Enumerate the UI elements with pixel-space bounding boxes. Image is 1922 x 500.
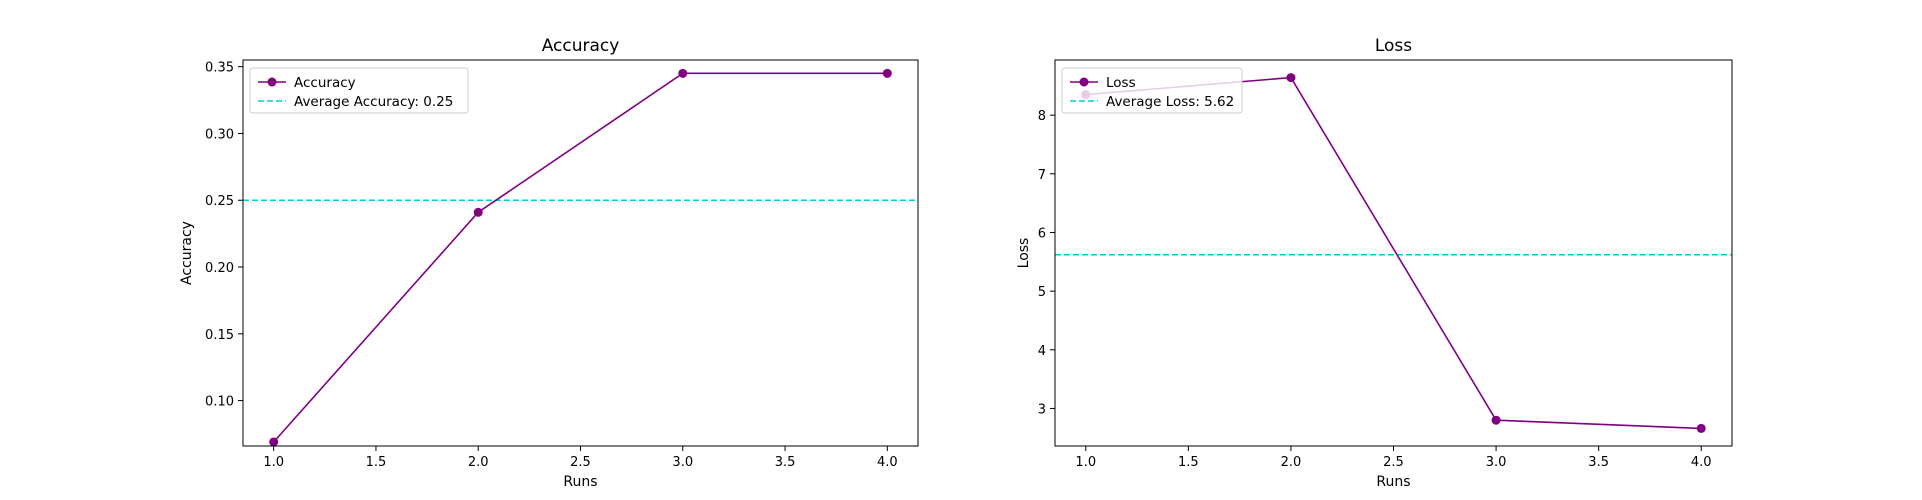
x-tick-label: 1.0 [263,455,284,470]
y-tick-label: 6 [1038,226,1046,241]
data-point [473,207,483,217]
loss-chart: Loss 1.0 1.5 2.0 2.5 3.0 3.5 4.0 3 4 5 6 7 8 Runs Loss L… [1016,36,1733,490]
x-tick-label: 2.0 [1281,455,1302,470]
x-tick-label: 2.5 [570,455,591,470]
legend-average-label: Average Loss: 5.62 [1106,94,1234,110]
y-axis-label: Accuracy [179,221,195,285]
x-axis-label: Runs [1376,474,1410,490]
x-tick-label: 3.0 [672,455,693,470]
data-point [1696,423,1706,433]
x-axis-label: Runs [563,474,597,490]
x-tick-label: 3.5 [1588,455,1609,470]
y-tick-label: 4 [1038,344,1046,359]
x-tick-label: 1.5 [366,455,387,470]
y-tick-label: 8 [1038,109,1046,124]
legend-series-label: Accuracy [294,75,356,91]
y-tick-label: 0.25 [205,194,234,209]
x-tick-label: 3.5 [775,455,796,470]
chart-title: Loss [1375,36,1412,56]
y-tick-label: 0.20 [205,261,234,276]
legend-series-label: Loss [1106,75,1136,91]
x-tick-label: 1.5 [1178,455,1199,470]
x-tick-label: 4.0 [877,455,898,470]
legend-series-marker [1079,77,1089,87]
legend-average-label: Average Accuracy: 0.25 [294,94,453,110]
x-tick-label: 2.0 [468,455,489,470]
y-tick-label: 3 [1038,402,1046,417]
y-tick-label: 5 [1038,285,1046,300]
y-tick-label: 0.15 [205,328,234,343]
y-axis-label: Loss [1016,238,1032,269]
y-tick-label: 0.10 [205,395,234,410]
x-tick-label: 4.0 [1691,455,1712,470]
y-tick-label: 0.35 [205,61,234,76]
legend-series-marker [267,77,277,87]
legend-box [1061,67,1243,114]
data-point [882,68,892,78]
chart-title: Accuracy [542,36,620,56]
x-tick-label: 2.5 [1383,455,1404,470]
y-tick-label: 7 [1038,168,1046,183]
data-point [269,437,279,447]
series-line-0 [1085,76,1702,430]
plot-frame [242,59,919,447]
data-point [1491,415,1501,425]
data-point [1286,73,1296,83]
x-tick-label: 3.0 [1486,455,1507,470]
accuracy-chart: Accuracy 1.0 1.5 2.0 2.5 3.0 3.5 4.0 0.10 0.15 0.2… [179,36,919,490]
y-tick-label: 0.30 [205,127,234,142]
x-tick-label: 1.0 [1075,455,1096,470]
data-point [678,68,688,78]
series-line-0 [273,72,888,443]
legend-box [249,67,469,114]
plot-frame [1054,59,1733,447]
